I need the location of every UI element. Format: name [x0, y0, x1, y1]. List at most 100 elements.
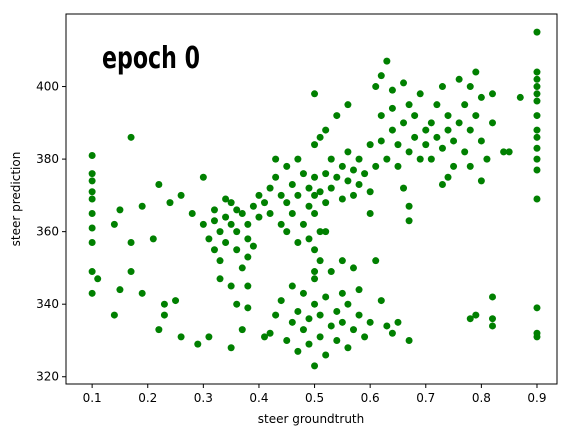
point — [433, 101, 441, 109]
point — [472, 112, 480, 120]
point — [333, 336, 341, 344]
point — [283, 228, 291, 236]
point — [388, 329, 396, 337]
point — [372, 257, 380, 265]
point — [316, 133, 324, 141]
point — [355, 180, 363, 188]
point — [466, 126, 474, 134]
point — [244, 282, 252, 290]
point — [294, 239, 302, 247]
point — [316, 333, 324, 341]
point — [533, 112, 541, 120]
point — [466, 83, 474, 91]
point — [333, 112, 341, 120]
point — [383, 155, 391, 163]
point — [338, 289, 346, 297]
point — [88, 177, 96, 185]
point — [361, 333, 369, 341]
point — [305, 315, 313, 323]
point — [311, 362, 319, 370]
point — [355, 286, 363, 294]
point — [233, 206, 241, 214]
point — [288, 180, 296, 188]
point — [216, 275, 224, 283]
point — [466, 315, 474, 323]
point — [238, 264, 246, 272]
point — [88, 224, 96, 232]
annotation: epoch 0 — [102, 42, 200, 76]
point — [333, 307, 341, 315]
point — [383, 57, 391, 65]
point — [405, 217, 413, 225]
point — [316, 228, 324, 236]
point — [255, 191, 263, 199]
point — [372, 83, 380, 91]
point — [205, 235, 213, 243]
x-tick-label: 0.1 — [83, 391, 102, 405]
point — [288, 282, 296, 290]
x-tick-label: 0.3 — [194, 391, 213, 405]
point — [311, 275, 319, 283]
point — [427, 155, 435, 163]
point — [311, 300, 319, 308]
point — [333, 173, 341, 181]
point — [155, 180, 163, 188]
point — [255, 213, 263, 221]
point — [210, 217, 218, 225]
point — [349, 326, 357, 334]
y-tick-label: 400 — [36, 80, 59, 94]
point — [533, 144, 541, 152]
point — [533, 329, 541, 337]
point — [299, 289, 307, 297]
point — [138, 289, 146, 297]
point — [405, 336, 413, 344]
point — [216, 257, 224, 265]
point — [283, 162, 291, 170]
point — [338, 195, 346, 203]
point — [366, 188, 374, 196]
point — [227, 220, 235, 228]
point — [305, 235, 313, 243]
point — [299, 220, 307, 228]
point — [277, 220, 285, 228]
point — [533, 304, 541, 312]
point — [266, 329, 274, 337]
point — [477, 177, 485, 185]
point — [172, 297, 180, 305]
point — [438, 144, 446, 152]
point — [244, 220, 252, 228]
point — [433, 133, 441, 141]
plot-frame — [65, 13, 558, 385]
point — [488, 119, 496, 127]
point — [299, 326, 307, 334]
point — [116, 206, 124, 214]
point — [311, 90, 319, 98]
point — [305, 184, 313, 192]
point — [277, 297, 285, 305]
point — [488, 322, 496, 330]
point — [149, 235, 157, 243]
point — [110, 311, 118, 319]
point — [88, 188, 96, 196]
point — [222, 213, 230, 221]
point — [338, 318, 346, 326]
point — [405, 148, 413, 156]
point — [327, 155, 335, 163]
point — [311, 246, 319, 254]
point — [177, 333, 185, 341]
point — [227, 199, 235, 207]
point — [488, 293, 496, 301]
point — [344, 148, 352, 156]
point — [533, 195, 541, 203]
point — [194, 340, 202, 348]
point — [322, 126, 330, 134]
point — [261, 199, 269, 207]
point — [322, 351, 330, 359]
point — [294, 307, 302, 315]
point — [533, 133, 541, 141]
point — [238, 326, 246, 334]
point — [222, 195, 230, 203]
point — [461, 101, 469, 109]
point — [355, 311, 363, 319]
point — [299, 170, 307, 178]
